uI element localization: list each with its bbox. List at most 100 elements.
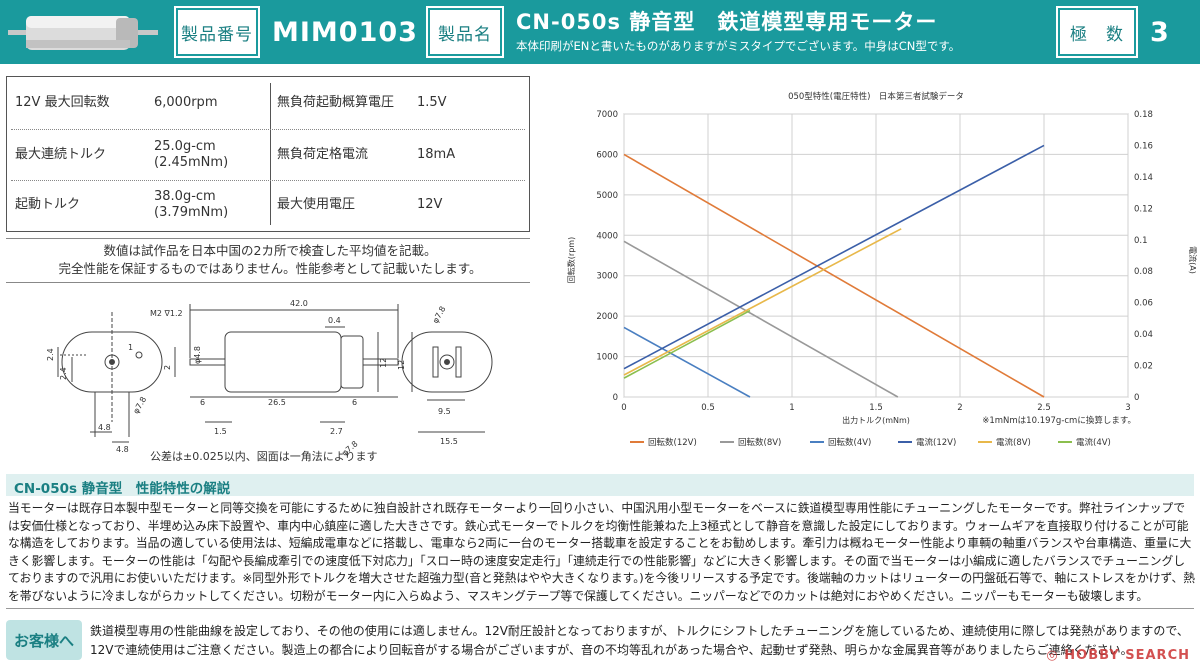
dim-2-7: 2.7	[330, 427, 343, 436]
y-tick-label-right: 0.08	[1134, 267, 1153, 277]
row-separator	[11, 180, 525, 181]
series-line	[623, 309, 751, 379]
dimension-drawing: 2.4 2.4 4.8 4.8 φ7.8 M2 ∇1.2 42.0 26.5 6…	[46, 299, 493, 458]
dim-0-4: 0.4	[328, 316, 341, 325]
dim-1-5: 1.5	[214, 427, 227, 436]
series-line	[623, 153, 1045, 398]
spec-note-line: 数値は試作品を日本中国の2カ所で検査した平均値を記載。	[103, 243, 437, 258]
product-no: MIM0103	[272, 16, 418, 48]
spec-value: 12V	[417, 197, 443, 212]
chart-series	[623, 144, 1045, 398]
y-tick-label-right: 0.06	[1134, 299, 1153, 309]
legend-label: 回転数(8V)	[738, 437, 781, 448]
dim-6b: 6	[352, 398, 357, 407]
spec-note: 数値は試作品を日本中国の2カ所で検査した平均値を記載。 完全性能を保証するもので…	[0, 242, 540, 278]
spec-value: 38.0g-cm	[154, 189, 216, 204]
poles-label: 極 数	[1056, 6, 1138, 58]
dim-phi-4-8: φ4.8	[193, 346, 202, 364]
y-tick-label-right: 0.18	[1134, 110, 1153, 120]
x-tick-label: 3	[1125, 403, 1130, 413]
y-tick-label-left: 0	[613, 393, 618, 403]
spec-key: 最大連続トルク	[15, 147, 107, 162]
y-axis-right-label: 電流(A)	[1188, 246, 1198, 274]
customer-text: 鉄道模型専用の性能曲線を設定しており、その他の使用には適しません。12V耐圧設計…	[90, 624, 1189, 657]
legend-label: 電流(12V)	[916, 437, 956, 448]
x-tick-label: 2	[957, 403, 962, 413]
dim-4-8b: 4.8	[116, 445, 129, 454]
spec-value-sub: (2.45mNm)	[154, 155, 229, 170]
series-line	[623, 326, 751, 398]
performance-chart: 050型特性(電圧特性) 日本第三者試験データ 0 0.5 1 1.5 2 2.5 3010…	[566, 91, 1198, 448]
product-name-block: CN-050s 静音型 鉄道模型専用モーター 本体印刷がENと書いたものがありま…	[516, 6, 960, 54]
y-tick-label-left: 4000	[596, 231, 618, 241]
spec-key: 無負荷定格電流	[277, 147, 369, 162]
y-tick-label-right: 0.04	[1134, 330, 1153, 340]
y-tick-label-left: 2000	[596, 312, 618, 322]
product-name-label: 製品名	[426, 6, 504, 58]
x-tick-label: 2.5	[1037, 403, 1051, 413]
y-tick-label-left: 6000	[596, 150, 618, 160]
dim-2: 2	[163, 365, 172, 370]
dim-12a: 12	[379, 358, 388, 368]
section-body: 当モーターは既存日本製中型モーターと同等交換を可能にするために独自設計され既存モ…	[8, 501, 1196, 603]
dim-1: 1	[128, 343, 133, 352]
chart-ticks: 0 0.5 1 1.5 2 2.5 3010002000300040005000600070…	[596, 110, 1153, 413]
front-view	[57, 312, 163, 443]
divider	[6, 608, 1194, 609]
dim-2-4b: 2.4	[59, 367, 68, 380]
y-tick-label-right: 0.14	[1134, 173, 1153, 183]
spec-key: 無負荷起動概算電圧	[277, 95, 395, 110]
section-title: CN-050s 静音型 性能特性の解説	[14, 481, 231, 497]
divider	[6, 238, 530, 239]
spec-value: 25.0g-cm	[154, 139, 216, 154]
watermark-logo: ◎ HOBBY SEARCH	[1046, 648, 1190, 663]
chart-footnote: ※1mNmは10.197g-cmに換算します。	[982, 415, 1136, 426]
poles-value: 3	[1150, 16, 1170, 48]
x-tick-label: 0	[621, 403, 626, 413]
dim-42: 42.0	[290, 299, 308, 308]
dim-2-4a: 2.4	[46, 348, 55, 361]
motor-image	[8, 16, 158, 50]
dim-phi-7-8c: φ7.8	[431, 305, 448, 325]
spec-note-line: 完全性能を保証するものではありません。性能参考として記載いたします。	[58, 261, 482, 276]
product-name-note: 本体印刷がENと書いたものがありますがミスタイプでございます。中身はCN型です。	[516, 39, 961, 53]
y-tick-label-right: 0	[1134, 393, 1139, 403]
x-tick-label: 0.5	[701, 403, 715, 413]
product-name: CN-050s 静音型 鉄道模型専用モーター	[516, 10, 938, 34]
dim-4-8a: 4.8	[98, 423, 111, 432]
divider	[6, 282, 530, 283]
y-tick-label-right: 0.02	[1134, 362, 1153, 372]
dim-26-5: 26.5	[268, 398, 286, 407]
section-header: CN-050s 静音型 性能特性の解説	[6, 474, 1194, 497]
product-no-label: 製品番号	[174, 6, 260, 58]
y-axis-left-label: 回転数(rpm)	[566, 237, 576, 283]
spec-value: 1.5V	[417, 95, 447, 110]
y-tick-label-left: 1000	[596, 353, 618, 363]
spec-key: 最大使用電圧	[277, 197, 356, 212]
series-line	[623, 240, 899, 398]
tolerance-note: 公差は±0.025以内、図面は一角法によります	[150, 450, 378, 463]
y-tick-label-left: 5000	[596, 191, 618, 201]
row-separator	[11, 129, 525, 130]
y-tick-label-right: 0.12	[1134, 204, 1153, 214]
legend-label: 回転数(4V)	[828, 437, 871, 448]
rear-view	[401, 331, 493, 433]
spec-table: 12V 最大回転数 6,000rpm 無負荷起動概算電圧 1.5V 最大連続トル…	[6, 76, 530, 232]
y-tick-label-left: 7000	[596, 110, 618, 120]
chart-legend: 回転数(12V) 回転数(8V) 回転数(4V) 電流(12V) 電流(8V) 電流(4V…	[630, 437, 1111, 448]
spec-value-sub: (3.79mNm)	[154, 205, 229, 220]
series-line	[623, 228, 902, 376]
legend-label: 回転数(12V)	[648, 437, 697, 448]
x-tick-label: 1	[789, 403, 794, 413]
dim-m2: M2 ∇1.2	[150, 309, 183, 318]
dim-15-5: 15.5	[440, 437, 458, 446]
dim-12b: 12	[397, 360, 406, 370]
dim-phi-7-8: φ7.8	[131, 395, 148, 415]
legend-label: 電流(8V)	[996, 437, 1031, 448]
y-tick-label-right: 0.16	[1134, 141, 1153, 151]
chart-grid	[623, 113, 1129, 398]
y-tick-label-left: 3000	[596, 272, 618, 282]
spec-value: 6,000rpm	[154, 95, 218, 110]
dim-6a: 6	[200, 398, 205, 407]
spec-key: 12V 最大回転数	[15, 95, 110, 110]
